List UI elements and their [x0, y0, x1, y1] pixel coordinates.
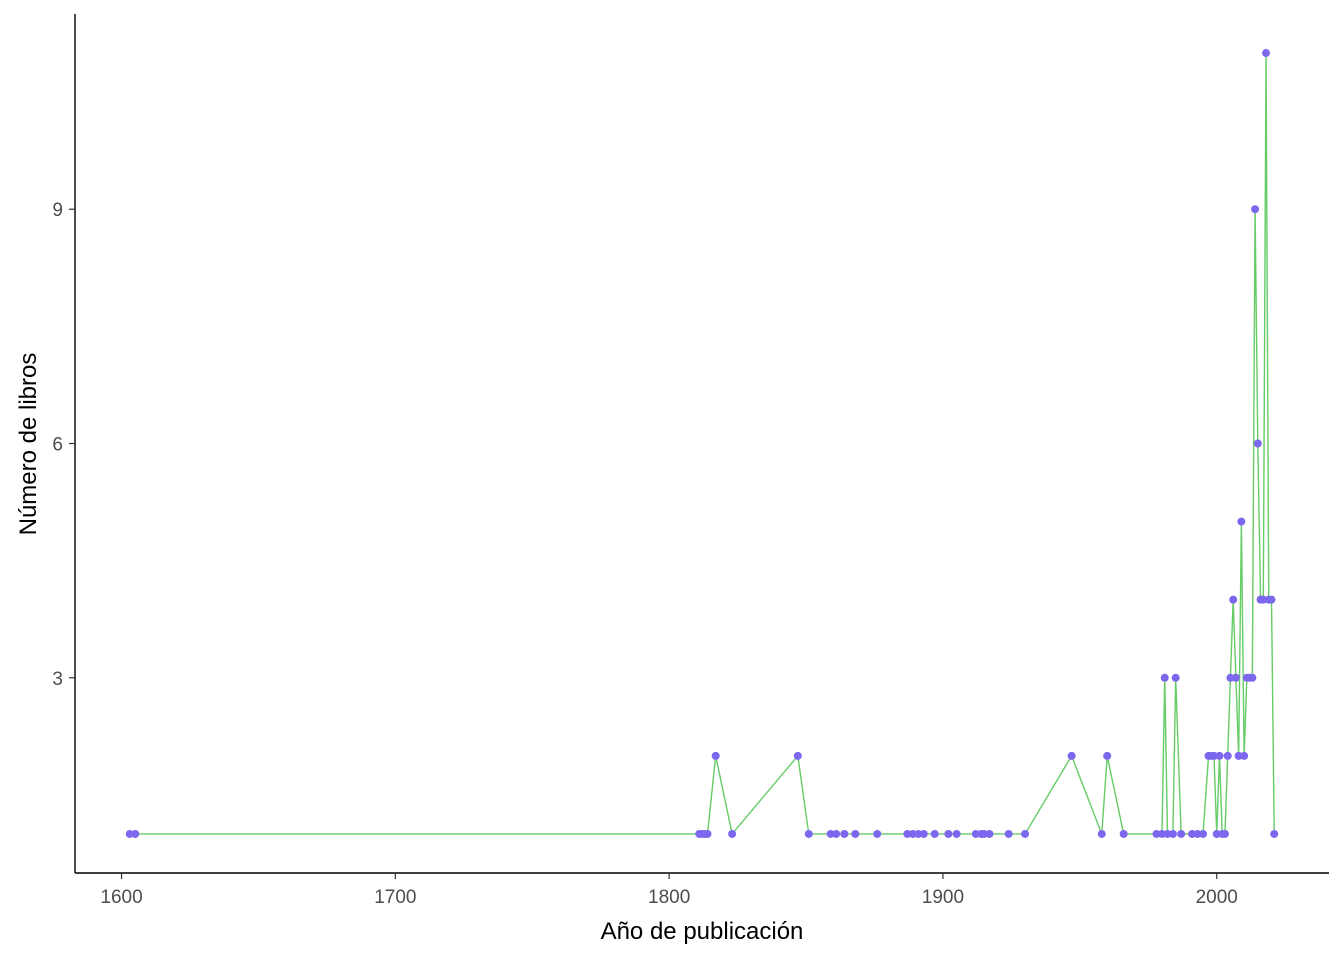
- data-point: [804, 829, 813, 838]
- data-point: [1229, 595, 1238, 604]
- data-point: [952, 829, 961, 838]
- data-point: [1240, 751, 1249, 760]
- data-point: [832, 829, 841, 838]
- data-point: [1267, 595, 1276, 604]
- data-point: [873, 829, 882, 838]
- data-point: [1253, 439, 1262, 448]
- data-point: [985, 829, 994, 838]
- data-point: [1097, 829, 1106, 838]
- data-point: [980, 829, 989, 838]
- data-point: [1157, 829, 1166, 838]
- y-ticks: 3 6 9: [52, 200, 75, 690]
- data-point: [1103, 751, 1112, 760]
- x-tick-label: 1800: [648, 887, 690, 908]
- data-point: [1215, 751, 1224, 760]
- x-axis-title: Año de publicación: [601, 918, 804, 945]
- x-tick-label: 1700: [374, 887, 416, 908]
- data-point: [1067, 751, 1076, 760]
- data-point: [1168, 829, 1177, 838]
- data-point: [1188, 829, 1197, 838]
- plot-marks: [125, 49, 1279, 838]
- data-point: [125, 829, 134, 838]
- data-point: [1270, 829, 1279, 838]
- data-point: [919, 829, 928, 838]
- data-point: [1234, 751, 1243, 760]
- data-point: [1119, 829, 1128, 838]
- data-point: [703, 829, 712, 838]
- data-point: [826, 829, 835, 838]
- y-axis-title: Número de libros: [15, 353, 42, 536]
- data-point: [1160, 673, 1169, 682]
- data-point: [1212, 829, 1221, 838]
- data-point: [1021, 829, 1030, 838]
- data-point: [1193, 829, 1202, 838]
- y-tick-label: 3: [52, 669, 63, 690]
- data-point: [1210, 751, 1218, 760]
- data-point: [1259, 595, 1268, 604]
- data-point: [1177, 829, 1186, 838]
- data-points: [125, 49, 1279, 838]
- data-point: [1262, 49, 1271, 58]
- y-tick-label: 6: [52, 435, 63, 456]
- series-line: [129, 53, 1275, 836]
- data-point: [1251, 205, 1260, 214]
- data-point: [711, 751, 720, 760]
- data-point: [840, 829, 849, 838]
- data-point: [131, 829, 140, 838]
- x-ticks: 1600 1700 1800 1900 2000: [100, 873, 1238, 908]
- data-point: [1171, 673, 1180, 682]
- axes: 1600 1700 1800 1900 2000 3 6 9: [52, 14, 1329, 908]
- data-point: [1004, 829, 1013, 838]
- data-point: [903, 829, 912, 838]
- data-point: [851, 829, 860, 838]
- data-point: [1231, 673, 1240, 682]
- y-tick-label: 9: [52, 200, 63, 221]
- data-point: [728, 829, 737, 838]
- data-point: [930, 829, 939, 838]
- data-point: [1163, 829, 1172, 838]
- data-point: [1237, 517, 1246, 526]
- data-point: [1152, 829, 1161, 838]
- data-point: [908, 829, 917, 838]
- x-tick-label: 1600: [100, 887, 142, 908]
- x-tick-label: 1900: [922, 887, 964, 908]
- x-tick-label: 2000: [1196, 887, 1238, 908]
- data-point: [1226, 673, 1235, 682]
- data-point: [944, 829, 953, 838]
- data-point: [971, 829, 980, 838]
- data-point: [914, 829, 923, 838]
- data-point: [1220, 829, 1229, 838]
- data-point: [1223, 751, 1232, 760]
- data-point: [1248, 673, 1257, 682]
- data-point: [793, 751, 802, 760]
- data-point: [1199, 829, 1208, 838]
